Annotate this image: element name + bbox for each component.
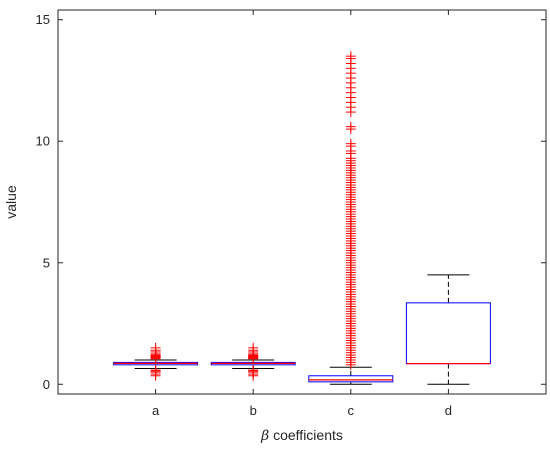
outlier-marker xyxy=(345,121,356,132)
x-tick-label: d xyxy=(445,403,452,418)
box-group-d xyxy=(405,274,491,385)
y-tick-label: 0 xyxy=(43,377,50,392)
x-tick-label: c xyxy=(348,403,355,418)
outlier-marker xyxy=(345,51,356,62)
axis-ticks: 0 5 10 15 a b c d xyxy=(36,10,546,418)
outlier-marker xyxy=(248,365,259,376)
outlier-marker xyxy=(150,342,161,353)
y-tick-label: 10 xyxy=(36,134,50,149)
outlier-marker xyxy=(150,365,161,376)
x-tick-label: a xyxy=(152,403,160,418)
outlier-marker xyxy=(345,138,356,149)
box-group-b xyxy=(210,342,296,381)
x-tick-label: b xyxy=(250,403,257,418)
plot-marks xyxy=(113,51,491,385)
x-axis-label-text: coefficients xyxy=(269,427,343,443)
box-group-a xyxy=(113,342,199,381)
box xyxy=(308,375,394,383)
y-axis-label: value xyxy=(3,185,19,219)
x-axis-label-symbol: β xyxy=(260,428,269,444)
y-tick-label: 5 xyxy=(43,255,50,270)
plot-background xyxy=(58,10,546,394)
plot-frame xyxy=(57,9,547,395)
box-group-c xyxy=(308,51,394,385)
y-tick-label: 15 xyxy=(36,12,50,27)
x-axis-label: β coefficients xyxy=(260,427,343,444)
outlier-marker xyxy=(248,342,259,353)
